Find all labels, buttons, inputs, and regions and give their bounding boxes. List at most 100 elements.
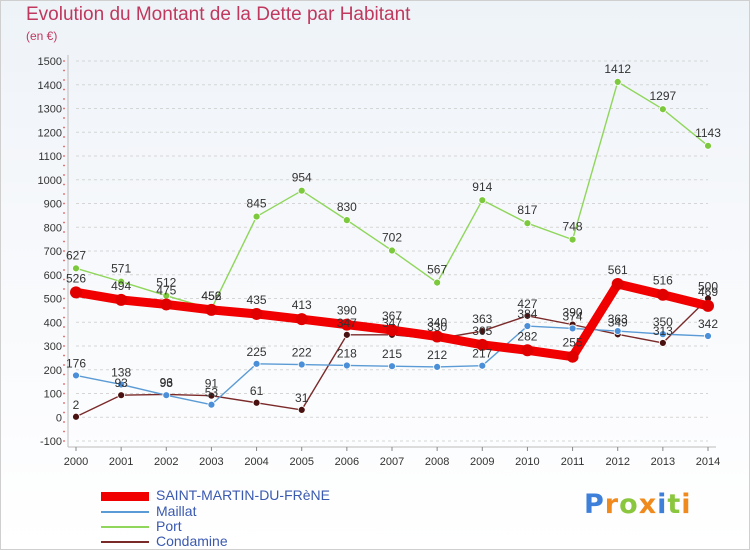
data-label: 456: [201, 289, 221, 303]
data-label: 1143: [695, 126, 721, 140]
data-label: 212: [427, 348, 447, 362]
y-axis-dot: [63, 107, 65, 110]
x-tick-label: 2001: [109, 456, 133, 468]
y-tick-label: 600: [44, 270, 62, 282]
data-point: [342, 216, 351, 225]
data-label: 817: [517, 203, 537, 217]
y-tick-label: 500: [44, 294, 62, 306]
data-label: 494: [111, 279, 131, 293]
y-tick-label: 800: [44, 222, 62, 234]
data-point: [295, 313, 308, 326]
data-label: 93: [114, 376, 128, 390]
data-label: 469: [698, 285, 718, 299]
data-label: 217: [472, 347, 492, 361]
data-point: [658, 105, 667, 114]
legend-swatch: [101, 511, 149, 513]
data-point: [297, 186, 306, 195]
y-axis-dot: [63, 174, 65, 176]
data-label: 367: [382, 309, 402, 323]
data-label: 347: [337, 316, 357, 330]
y-axis-dot: [63, 430, 65, 433]
data-point: [250, 307, 263, 320]
data-point: [613, 78, 622, 86]
data-point: [72, 371, 80, 380]
y-tick-label: 900: [44, 199, 62, 211]
y-tick-label: 1300: [38, 104, 62, 116]
data-point: [160, 298, 173, 311]
data-label: 2: [73, 398, 80, 412]
y-axis-dot: [63, 98, 65, 100]
data-label: 176: [66, 356, 86, 370]
data-point: [297, 360, 306, 369]
data-label: 845: [247, 197, 267, 211]
y-tick-label: 200: [44, 365, 62, 377]
data-point: [342, 330, 351, 339]
y-axis-dot: [63, 288, 65, 290]
data-point: [207, 400, 216, 409]
data-label: 340: [427, 316, 447, 330]
y-axis-dot: [63, 316, 65, 319]
y-axis-dot: [63, 440, 65, 442]
y-axis-dot: [63, 136, 65, 138]
y-tick-label: 1000: [38, 175, 62, 187]
data-label: 91: [205, 377, 219, 391]
series-1: [72, 322, 712, 409]
data-point: [658, 330, 667, 339]
data-point: [433, 278, 442, 287]
data-point: [478, 327, 487, 335]
data-point: [433, 362, 442, 371]
y-tick-label: 300: [44, 341, 62, 353]
y-axis-dot: [63, 307, 65, 309]
y-axis-dot: [63, 183, 65, 186]
data-label: 475: [156, 283, 176, 297]
data-label: 215: [382, 347, 402, 361]
y-axis-dot: [63, 269, 65, 271]
data-label: 702: [382, 231, 402, 245]
y-axis-dot: [63, 240, 65, 243]
data-point: [388, 362, 396, 371]
y-axis-dot: [63, 145, 65, 148]
x-tick-label: 2010: [515, 456, 539, 468]
data-point: [252, 212, 261, 221]
data-label: 954: [292, 171, 312, 185]
data-label: 342: [698, 317, 718, 331]
data-point: [523, 219, 532, 228]
data-label: 31: [295, 391, 309, 405]
y-axis-dot: [63, 231, 65, 233]
y-axis-dot: [63, 402, 65, 404]
y-axis-dot: [63, 392, 65, 395]
data-point: [342, 361, 351, 370]
x-tick-label: 2003: [199, 456, 223, 468]
data-point: [207, 391, 216, 400]
data-label: 313: [653, 324, 673, 338]
legend-label: Maillat: [156, 503, 197, 519]
data-point: [566, 350, 579, 363]
legend-swatch: [101, 541, 149, 543]
data-label: 374: [563, 309, 583, 323]
y-axis-dot: [63, 155, 65, 157]
data-label: 500: [698, 280, 718, 294]
data-point: [704, 332, 712, 340]
data-point: [162, 391, 171, 400]
series-0: [70, 278, 714, 363]
data-label: 516: [653, 274, 673, 288]
data-point: [521, 344, 534, 357]
x-tick-label: 2012: [605, 456, 629, 468]
x-tick-label: 2002: [154, 456, 178, 468]
data-point: [205, 303, 218, 316]
x-tick-label: 2013: [651, 456, 675, 468]
y-axis-dot: [63, 373, 65, 376]
data-label: 1412: [604, 62, 631, 76]
data-label: 93: [160, 376, 174, 390]
data-label: 96: [160, 375, 174, 389]
data-label: 255: [563, 336, 583, 350]
y-tick-label: 0: [56, 412, 62, 424]
data-label: 225: [247, 345, 267, 359]
data-label: 53: [205, 386, 219, 400]
y-axis-dot: [63, 259, 65, 262]
data-point: [388, 246, 396, 255]
y-axis-dot: [63, 364, 65, 366]
data-label: 218: [337, 346, 357, 360]
y-axis-dot: [63, 88, 65, 91]
